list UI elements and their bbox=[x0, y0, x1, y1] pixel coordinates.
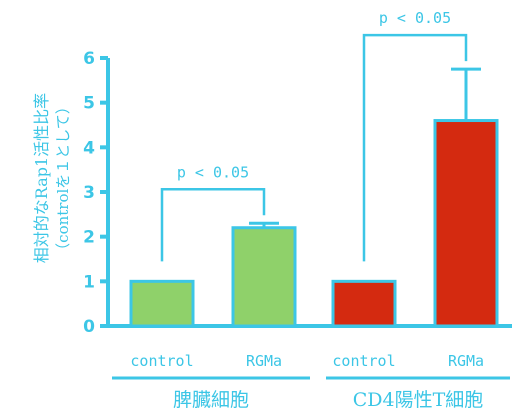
significance-label: p < 0.05 bbox=[379, 9, 451, 27]
significance-bracket bbox=[160, 188, 266, 262]
y-tick-label: 2 bbox=[83, 228, 95, 248]
y-tick-label: 4 bbox=[83, 138, 95, 158]
bar-2-rgma bbox=[433, 119, 499, 328]
bar-1-rgma bbox=[231, 226, 297, 328]
y-tick-label: 5 bbox=[83, 94, 95, 114]
group-label: CD4陽性T細胞 bbox=[353, 389, 484, 411]
x-tick-label: control bbox=[332, 352, 395, 370]
significance-label: p < 0.05 bbox=[177, 163, 249, 181]
bar-2-control bbox=[331, 279, 397, 328]
y-tick-label: 3 bbox=[83, 183, 95, 203]
significance-bracket bbox=[362, 33, 468, 262]
x-tick-label: RGMa bbox=[246, 352, 282, 370]
y-tick-label: 6 bbox=[83, 49, 95, 69]
group-label: 脾臓細胞 bbox=[173, 389, 249, 411]
y-tick-label: 0 bbox=[83, 317, 95, 337]
bar-1-control bbox=[129, 279, 195, 328]
x-tick-label: RGMa bbox=[448, 352, 484, 370]
y-tick-label: 1 bbox=[83, 272, 95, 292]
x-tick-label: control bbox=[130, 352, 193, 370]
